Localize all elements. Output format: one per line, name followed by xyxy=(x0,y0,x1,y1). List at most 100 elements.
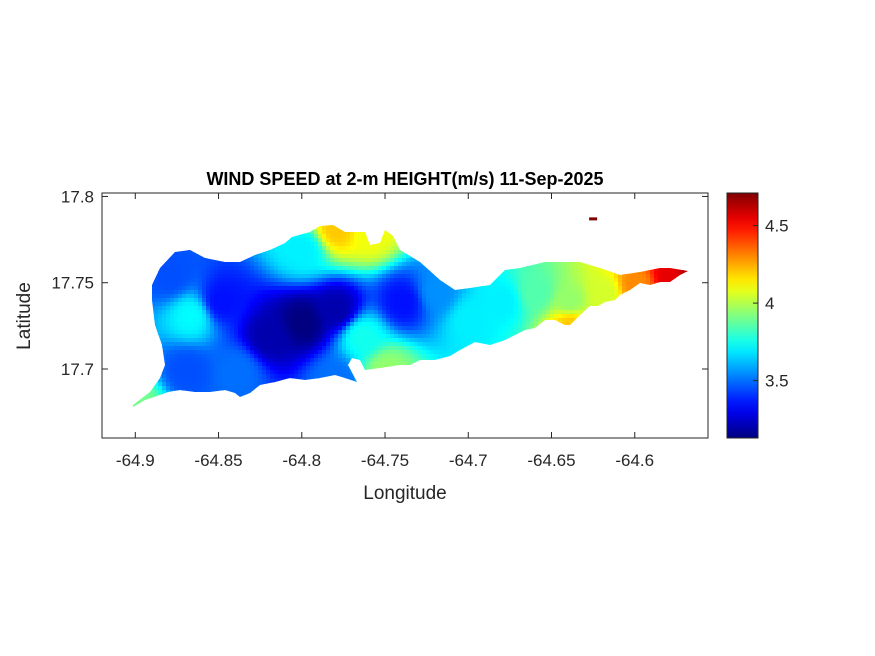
field-cell xyxy=(278,250,283,255)
field-cell xyxy=(314,290,319,295)
field-cell xyxy=(370,306,375,311)
field-cell xyxy=(554,310,559,315)
field-cell xyxy=(310,354,315,359)
field-cell xyxy=(382,286,387,291)
field-cell xyxy=(414,266,419,271)
field-cell xyxy=(426,354,431,359)
field-cell xyxy=(422,278,427,283)
field-cell xyxy=(510,326,515,331)
field-cell xyxy=(306,298,311,303)
field-cell xyxy=(166,274,171,279)
field-cell xyxy=(386,242,391,247)
field-cell xyxy=(210,322,215,327)
field-cell xyxy=(482,322,487,327)
field-cell xyxy=(570,302,575,307)
field-cell xyxy=(278,254,283,259)
field-cell xyxy=(214,350,219,355)
field-cell xyxy=(230,286,235,291)
field-cell xyxy=(326,358,331,363)
field-cell xyxy=(354,246,359,251)
field-cell xyxy=(246,314,251,319)
field-cell xyxy=(518,266,523,271)
field-cell xyxy=(158,326,163,331)
field-cell xyxy=(242,306,247,311)
field-cell xyxy=(278,342,283,347)
field-cell xyxy=(182,358,187,363)
field-cell xyxy=(446,338,451,343)
field-cell xyxy=(514,298,519,303)
field-cell xyxy=(342,290,347,295)
field-cell xyxy=(286,350,291,355)
field-cell xyxy=(198,314,203,319)
field-cell xyxy=(502,282,507,287)
field-cell xyxy=(166,258,171,263)
field-cell xyxy=(362,230,367,235)
field-cell xyxy=(482,286,487,291)
field-cell xyxy=(310,350,315,355)
field-cell xyxy=(322,294,327,299)
field-cell xyxy=(446,342,451,347)
field-cell xyxy=(302,282,307,287)
field-cell xyxy=(342,262,347,267)
field-cell xyxy=(410,346,415,351)
field-cell xyxy=(466,334,471,339)
field-cell xyxy=(326,334,331,339)
field-cell xyxy=(294,294,299,299)
field-cell xyxy=(358,306,363,311)
field-cell xyxy=(366,278,371,283)
field-cell xyxy=(166,286,171,291)
field-cell xyxy=(378,290,383,295)
field-cell xyxy=(490,314,495,319)
field-cell xyxy=(246,282,251,287)
field-cell xyxy=(302,278,307,283)
field-cell xyxy=(314,266,319,271)
field-cell xyxy=(330,234,335,239)
field-cell xyxy=(358,354,363,359)
field-cell xyxy=(470,326,475,331)
field-cell xyxy=(326,306,331,311)
field-cell xyxy=(226,354,231,359)
field-cell xyxy=(566,298,571,303)
field-cell xyxy=(362,326,367,331)
field-cell xyxy=(238,286,243,291)
field-cell xyxy=(370,270,375,275)
field-cell xyxy=(530,278,535,283)
field-cell xyxy=(326,298,331,303)
field-cell xyxy=(514,318,519,323)
field-cell xyxy=(370,314,375,319)
field-cell xyxy=(418,278,423,283)
field-cell xyxy=(374,358,379,363)
field-cell xyxy=(214,354,219,359)
field-cell xyxy=(206,362,211,367)
field-cell xyxy=(282,330,287,335)
field-cell xyxy=(502,270,507,275)
field-cell xyxy=(254,350,259,355)
field-cell xyxy=(522,278,527,283)
field-cell xyxy=(382,314,387,319)
field-cell xyxy=(210,294,215,299)
field-cell xyxy=(326,346,331,351)
field-cell xyxy=(314,242,319,247)
field-cell xyxy=(430,330,435,335)
field-cell xyxy=(582,270,587,275)
field-cell xyxy=(346,286,351,291)
field-cell xyxy=(410,298,415,303)
field-cell xyxy=(630,274,635,279)
field-cell xyxy=(262,294,267,299)
field-cell xyxy=(350,246,355,251)
field-cell xyxy=(278,294,283,299)
field-cell xyxy=(382,298,387,303)
field-cell xyxy=(538,286,543,291)
field-cell xyxy=(202,274,207,279)
field-cell xyxy=(162,286,167,291)
field-cell xyxy=(278,262,283,267)
field-cell xyxy=(350,334,355,339)
field-cell xyxy=(170,274,175,279)
field-cell xyxy=(382,346,387,351)
field-cell xyxy=(306,342,311,347)
field-cell xyxy=(654,270,659,275)
field-cell xyxy=(366,358,371,363)
field-cell xyxy=(194,262,199,267)
field-cell xyxy=(306,282,311,287)
field-cell xyxy=(406,262,411,267)
